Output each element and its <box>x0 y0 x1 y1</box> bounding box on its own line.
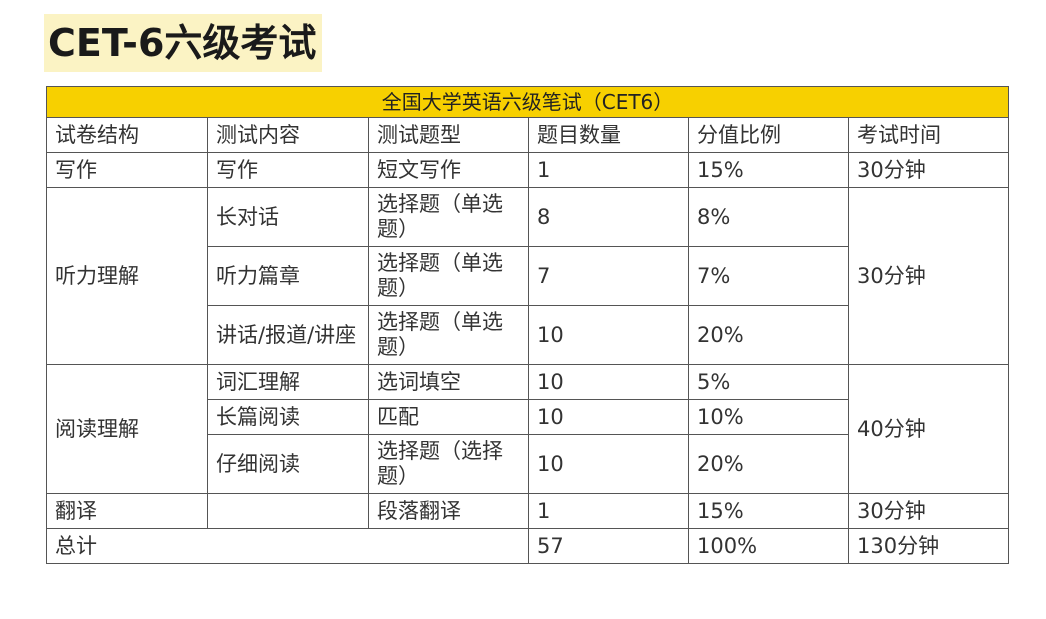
header-ratio: 分值比例 <box>688 117 849 153</box>
time-cell: 30分钟 <box>847 493 1010 529</box>
count-cell: 1 <box>528 152 689 188</box>
total-count: 57 <box>528 528 689 564</box>
total-ratio: 100% <box>688 528 849 564</box>
content-cell: 讲话/报道/讲座 <box>207 305 369 365</box>
type-cell: 选择题（单选题） <box>368 305 529 365</box>
total-label: 总计 <box>46 528 529 564</box>
ratio-cell: 15% <box>688 152 849 188</box>
section-translation: 翻译 <box>46 493 208 529</box>
type-cell: 选择题（单选题） <box>368 246 529 306</box>
count-cell: 1 <box>528 493 689 529</box>
table-banner: 全国大学英语六级笔试（CET6） <box>45 86 1010 118</box>
section-listening: 听力理解 <box>46 187 208 365</box>
type-cell: 匹配 <box>368 399 529 435</box>
table-row-total: 总计 57 100% 130分钟 <box>46 528 1010 564</box>
ratio-cell: 20% <box>688 434 849 494</box>
content-cell <box>207 493 369 529</box>
type-cell: 短文写作 <box>368 152 529 188</box>
count-cell: 10 <box>528 434 689 494</box>
table-row-listening-2: 听力篇章 选择题（单选题） 7 7% <box>47 246 1009 306</box>
time-reading: 40分钟 <box>847 364 1010 494</box>
ratio-cell: 10% <box>688 399 849 435</box>
section-reading: 阅读理解 <box>46 364 208 494</box>
table-row-translation: 翻译 段落翻译 1 15% 30分钟 <box>46 493 1010 529</box>
ratio-cell: 20% <box>688 305 849 365</box>
total-time: 130分钟 <box>847 528 1010 564</box>
type-cell: 段落翻译 <box>368 493 529 529</box>
table-row-reading-1: 阅读理解 词汇理解 选词填空 10 5% 40分钟 <box>46 364 1010 494</box>
count-cell: 7 <box>528 246 689 306</box>
content-cell: 仔细阅读 <box>207 434 369 494</box>
table-row-listening-1: 听力理解 长对话 选择题（单选题） 8 8% 30分钟 <box>46 187 1010 365</box>
table-banner-row: 全国大学英语六级笔试（CET6） <box>45 86 1010 118</box>
exam-structure-table: 全国大学英语六级笔试（CET6） 试卷结构 测试内容 测试题型 题目数量 分值比… <box>45 86 1010 564</box>
count-cell: 10 <box>528 399 689 435</box>
content-cell: 长对话 <box>207 187 369 247</box>
type-cell: 选择题（选择题） <box>368 434 529 494</box>
content-cell: 写作 <box>207 152 369 188</box>
ratio-cell: 7% <box>688 246 849 306</box>
content-cell: 听力篇章 <box>207 246 369 306</box>
header-count: 题目数量 <box>528 117 689 153</box>
type-cell: 选择题（单选题） <box>368 187 529 247</box>
header-content: 测试内容 <box>207 117 369 153</box>
header-structure: 试卷结构 <box>46 117 208 153</box>
content-cell: 词汇理解 <box>207 364 369 400</box>
table-row-writing: 写作 写作 短文写作 1 15% 30分钟 <box>46 152 1010 188</box>
table-row-reading-2: 长篇阅读 匹配 10 10% <box>47 399 1009 435</box>
page-title: CET-6六级考试 <box>44 14 323 72</box>
section-writing: 写作 <box>46 152 208 188</box>
count-cell: 10 <box>528 305 689 365</box>
time-listening: 30分钟 <box>847 187 1010 365</box>
time-cell: 30分钟 <box>847 152 1010 188</box>
ratio-cell: 8% <box>688 187 849 247</box>
ratio-cell: 5% <box>688 364 849 400</box>
ratio-cell: 15% <box>688 493 849 529</box>
table-row-reading-3: 仔细阅读 选择题（选择题） 10 20% <box>47 434 1009 494</box>
table-row-listening-3: 讲话/报道/讲座 选择题（单选题） 10 20% <box>47 305 1009 365</box>
type-cell: 选词填空 <box>368 364 529 400</box>
count-cell: 10 <box>528 364 689 400</box>
header-time: 考试时间 <box>847 117 1010 153</box>
header-row: 试卷结构 测试内容 测试题型 题目数量 分值比例 考试时间 <box>46 117 1010 153</box>
content-cell: 长篇阅读 <box>207 399 369 435</box>
count-cell: 8 <box>528 187 689 247</box>
header-type: 测试题型 <box>368 117 529 153</box>
